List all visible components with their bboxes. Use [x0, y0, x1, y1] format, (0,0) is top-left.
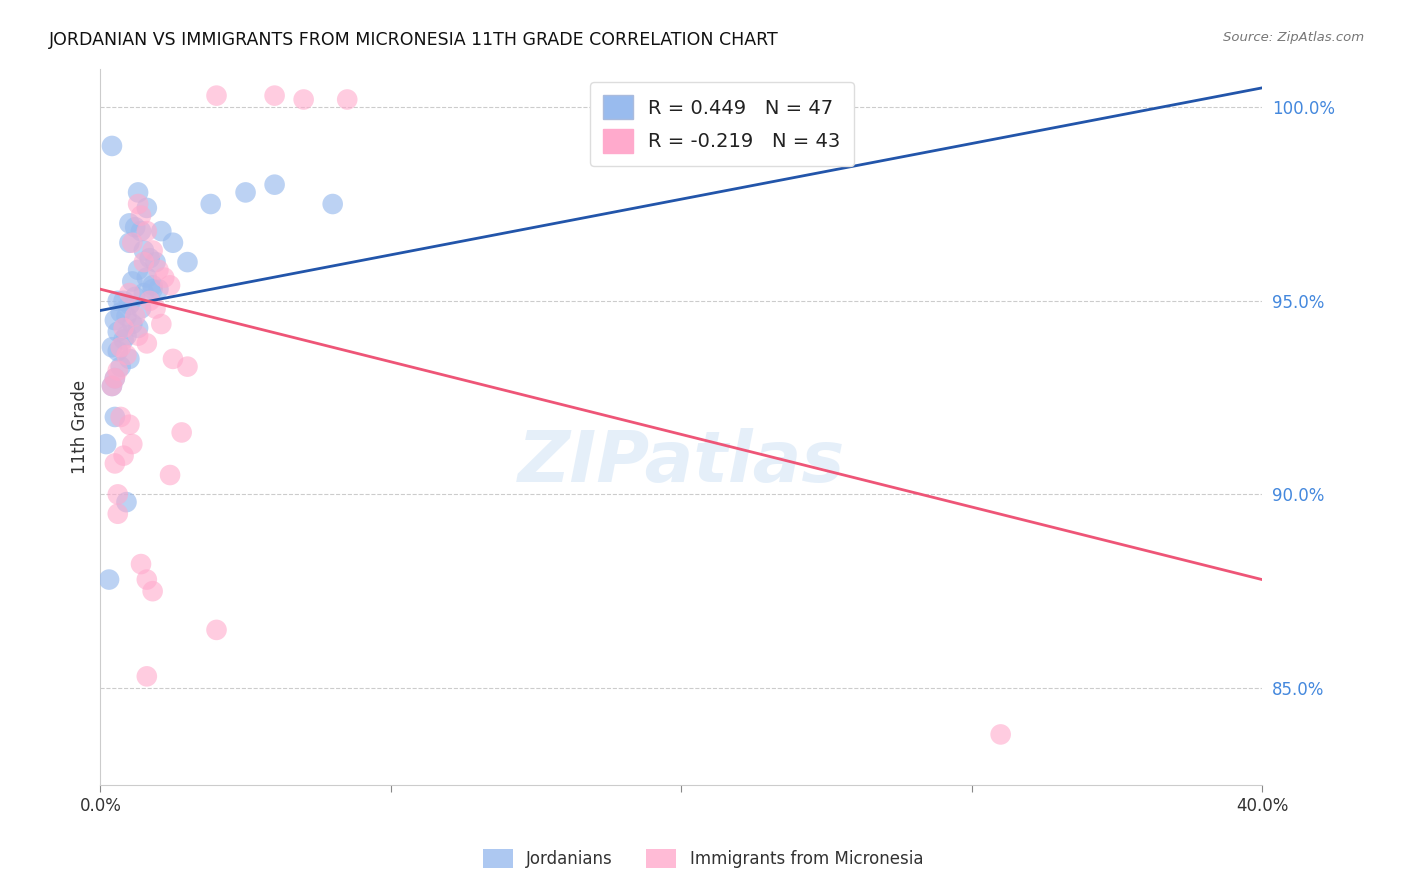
Point [107, 487, 129, 501]
Text: JORDANIAN VS IMMIGRANTS FROM MICRONESIA 11TH GRADE CORRELATION CHART: JORDANIAN VS IMMIGRANTS FROM MICRONESIA … [49, 31, 779, 49]
Point [336, 93, 359, 107]
Point [135, 201, 157, 215]
Point [124, 220, 146, 235]
Point [127, 263, 149, 277]
Point [142, 282, 165, 296]
Point [142, 584, 165, 599]
Point [145, 301, 167, 316]
Point [118, 351, 141, 366]
Point [110, 359, 132, 374]
Legend: Jordanians, Immigrants from Micronesia: Jordanians, Immigrants from Micronesia [477, 842, 929, 875]
Point [110, 340, 132, 354]
Point [115, 328, 138, 343]
Point [129, 557, 152, 571]
Point [112, 333, 135, 347]
Point [132, 244, 155, 258]
Point [104, 371, 127, 385]
Point [135, 224, 157, 238]
Point [205, 623, 228, 637]
Point [142, 278, 165, 293]
Point [121, 437, 143, 451]
Point [142, 244, 165, 258]
Point [118, 298, 141, 312]
Point [115, 310, 138, 324]
Point [127, 186, 149, 200]
Point [138, 251, 160, 265]
Point [118, 235, 141, 250]
Point [322, 197, 344, 211]
Point [150, 317, 173, 331]
Point [101, 340, 124, 354]
Point [124, 310, 146, 324]
Point [162, 235, 184, 250]
Point [145, 255, 167, 269]
Point [263, 178, 285, 192]
Point [107, 507, 129, 521]
Point [121, 235, 143, 250]
Point [118, 216, 141, 230]
Point [104, 457, 127, 471]
Point [162, 351, 184, 366]
Point [129, 301, 152, 316]
Point [115, 348, 138, 362]
Point [129, 209, 152, 223]
Point [110, 409, 132, 424]
Point [101, 379, 124, 393]
Point [127, 328, 149, 343]
Point [176, 359, 198, 374]
Point [159, 468, 181, 483]
Point [153, 270, 176, 285]
Text: Source: ZipAtlas.com: Source: ZipAtlas.com [1223, 31, 1364, 45]
Y-axis label: 11th Grade: 11th Grade [72, 380, 89, 474]
Point [205, 88, 228, 103]
Point [118, 417, 141, 432]
Point [101, 379, 124, 393]
Point [112, 293, 135, 308]
Point [990, 727, 1012, 741]
Point [138, 293, 160, 308]
Point [170, 425, 193, 440]
Point [107, 363, 129, 377]
Point [107, 293, 129, 308]
Point [96, 437, 118, 451]
Point [104, 313, 127, 327]
Legend: R = 0.449   N = 47, R = -0.219   N = 43: R = 0.449 N = 47, R = -0.219 N = 43 [589, 82, 853, 166]
Point [107, 325, 129, 339]
Point [148, 282, 170, 296]
Point [200, 197, 222, 211]
Point [124, 290, 146, 304]
Point [127, 197, 149, 211]
Point [118, 286, 141, 301]
Point [104, 409, 127, 424]
Point [98, 573, 121, 587]
Point [121, 317, 143, 331]
Point [135, 573, 157, 587]
Point [150, 224, 173, 238]
Point [121, 275, 143, 289]
Point [132, 286, 155, 301]
Point [263, 88, 285, 103]
Point [101, 139, 124, 153]
Point [135, 336, 157, 351]
Point [112, 449, 135, 463]
Point [176, 255, 198, 269]
Point [110, 305, 132, 319]
Point [112, 321, 135, 335]
Point [135, 669, 157, 683]
Point [107, 344, 129, 359]
Point [148, 263, 170, 277]
Point [159, 278, 181, 293]
Point [127, 321, 149, 335]
Point [132, 255, 155, 269]
Point [104, 371, 127, 385]
Point [135, 270, 157, 285]
Point [115, 495, 138, 509]
Text: ZIPatlas: ZIPatlas [517, 428, 845, 497]
Point [292, 93, 315, 107]
Point [235, 186, 257, 200]
Point [129, 224, 152, 238]
